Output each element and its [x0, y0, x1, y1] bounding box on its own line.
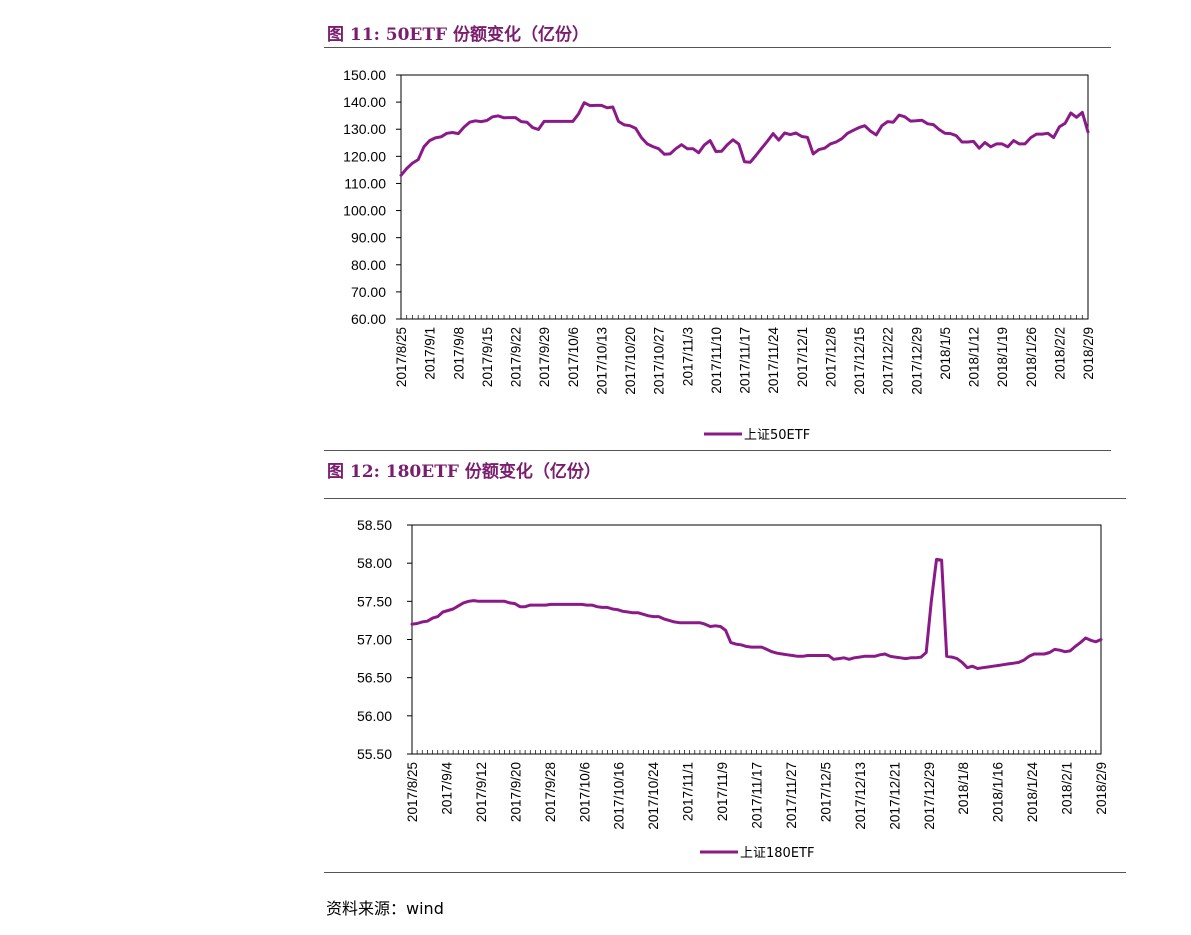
x-tick-label: 2017/10/24 [646, 762, 661, 830]
chart-legend: 上证50ETF [704, 428, 810, 443]
y-tick-label: 58.50 [357, 517, 392, 533]
plot-area-frame [400, 74, 1089, 320]
x-tick-label: 2017/9/15 [480, 327, 495, 387]
chart-legend: 上证180ETF [700, 846, 814, 861]
x-tick-label: 2018/1/19 [995, 327, 1010, 387]
x-tick-label: 2017/11/17 [750, 762, 765, 829]
y-tick-label: 56.00 [357, 708, 392, 724]
y-tick-label: 130.00 [343, 121, 386, 137]
x-tick-label: 2017/11/3 [680, 327, 695, 386]
x-tick-label: 2017/12/29 [909, 327, 924, 395]
y-tick-label: 100.00 [343, 203, 386, 219]
figure-11-title-rule [324, 47, 1111, 48]
x-tick-label: 2017/12/15 [852, 327, 867, 395]
series-line-上证180ETF [410, 557, 1103, 670]
x-tick-label: 2017/12/8 [823, 327, 838, 387]
x-tick-label: 2018/1/12 [967, 327, 982, 387]
y-tick-label: 55.50 [357, 746, 392, 762]
y-tick-label: 57.50 [357, 593, 392, 609]
x-tick-label: 2017/11/10 [709, 327, 724, 394]
figure-12-title: 图 12: 180ETF 份额变化（亿份） [327, 462, 601, 482]
y-tick-label: 60.00 [351, 311, 386, 327]
x-tick-label: 2018/1/5 [938, 327, 953, 380]
x-tick-label: 2017/11/27 [784, 762, 799, 829]
y-tick-label: 56.50 [357, 670, 392, 686]
figure-12-title-rule [324, 498, 1126, 499]
x-tick-label: 2018/1/26 [1024, 327, 1039, 387]
x-tick-label: 2017/12/21 [887, 762, 902, 830]
y-tick-label: 57.00 [357, 632, 392, 648]
x-tick-label: 2018/2/1 [1060, 762, 1075, 815]
x-tick-label: 2018/2/9 [1094, 762, 1109, 815]
x-tick-label: 2017/10/6 [577, 762, 592, 822]
y-tick-label: 58.00 [357, 555, 392, 571]
x-tick-label: 2018/1/24 [1025, 762, 1040, 823]
x-tick-label: 2017/12/13 [853, 762, 868, 830]
source-note: 资料来源：wind [326, 895, 444, 919]
plot-area-frame [411, 524, 1102, 755]
figure-11-bottom-rule [324, 450, 1111, 451]
x-tick-label: 2017/10/13 [594, 327, 609, 395]
x-tick-label: 2017/10/16 [612, 762, 627, 830]
x-tick-label: 2017/10/6 [566, 327, 581, 387]
y-tick-label: 70.00 [351, 284, 386, 300]
x-tick-label: 2017/10/27 [652, 327, 667, 395]
x-tick-label: 2017/9/4 [439, 762, 454, 815]
x-tick-label: 2018/2/2 [1052, 327, 1067, 380]
x-tick-label: 2017/8/25 [405, 762, 420, 822]
x-tick-label: 2018/1/16 [991, 762, 1006, 822]
x-tick-label: 2017/9/8 [451, 327, 466, 380]
x-tick-label: 2017/11/1 [681, 762, 696, 821]
x-tick-label: 2017/11/9 [715, 762, 730, 821]
legend-label: 上证50ETF [744, 428, 810, 443]
etf180-chart: 58.50 58.00 57.50 57.00 56.50 56.00 55.50 2017/… [357, 517, 1109, 861]
y-tick-label: 80.00 [351, 257, 386, 273]
x-tick-label: 2018/1/8 [956, 762, 971, 815]
x-tick-label: 2017/9/22 [509, 327, 524, 387]
x-tick-label: 2017/8/25 [394, 327, 409, 387]
y-tick-label: 110.00 [344, 175, 386, 191]
x-tick-label: 2017/9/29 [537, 327, 552, 387]
source-value: wind [406, 899, 444, 918]
etf50-chart: 150.00 140.00 130.00 120.00 110.00 100.00 90.0… [343, 67, 1096, 443]
x-tick-label: 2017/12/29 [922, 762, 937, 830]
x-tick-label: 2017/9/28 [543, 762, 558, 822]
x-tick-label: 2017/12/5 [818, 762, 833, 822]
x-tick-label: 2018/2/9 [1081, 327, 1096, 380]
y-tick-label: 120.00 [343, 148, 386, 164]
y-tick-label: 90.00 [351, 230, 386, 246]
x-tick-label: 2017/9/12 [474, 762, 489, 822]
x-tick-label: 2017/12/1 [795, 327, 810, 387]
x-tick-label: 2017/10/20 [623, 327, 638, 395]
x-tick-label: 2017/11/17 [738, 327, 753, 394]
x-tick-label: 2017/9/1 [423, 327, 438, 380]
x-tick-label: 2017/9/20 [508, 762, 523, 822]
source-label: 资料来源： [326, 899, 407, 918]
y-tick-label: 150.00 [343, 67, 386, 83]
figure-11-title: 图 11: 50ETF 份额变化（亿份） [327, 25, 590, 45]
x-tick-label: 2017/12/22 [881, 327, 896, 395]
x-tick-label: 2017/11/24 [766, 327, 781, 394]
figure-12-bottom-rule [324, 872, 1126, 873]
series-line-上证50ETF [399, 101, 1090, 177]
legend-label: 上证180ETF [740, 846, 814, 861]
y-tick-label: 140.00 [343, 94, 386, 110]
